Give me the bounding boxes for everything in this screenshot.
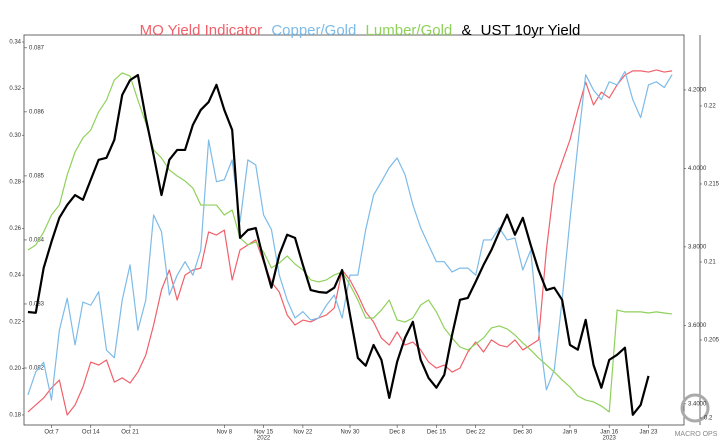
y-tick-label: 0.34: [9, 40, 21, 46]
line-series: [27, 69, 673, 416]
y-tick-label: 0.28: [9, 179, 21, 185]
x-tick-label: Oct 14: [82, 430, 100, 436]
y-tick-label: 0.085: [29, 173, 45, 179]
watermark: MACRO OPS: [675, 431, 718, 438]
watermark-logo: [680, 393, 710, 423]
y-tick-label: 0.20: [9, 366, 21, 372]
x-tick-label: Oct 21: [121, 430, 139, 436]
y-tick-label: 0.18: [9, 413, 21, 419]
line-series: [27, 70, 673, 401]
title-part: Copper/Gold: [271, 22, 356, 39]
y-tick-label: 0.21: [704, 260, 716, 266]
x-tick-label: Jan 9: [563, 430, 578, 436]
y-tick-label: 0.30: [9, 133, 21, 139]
y-tick-label: 3.4000: [688, 401, 707, 407]
line-series: [27, 73, 650, 416]
y-tick-label: 4.2000: [688, 88, 707, 94]
y-tick-label: 0.22: [9, 319, 21, 325]
y-tick-label: 0.215: [704, 182, 720, 188]
x-tick-label: Nov 22: [293, 430, 313, 436]
x-tick-label: Jan 16: [600, 430, 619, 436]
y-tick-label: 0.32: [9, 86, 21, 92]
title-part: UST 10yr Yield: [481, 22, 581, 39]
y-tick-label: 3.6000: [688, 323, 707, 329]
chart-title: MO Yield Indicator Copper/Gold Lumber/Go…: [140, 22, 581, 39]
y-tick-label: 0.2: [704, 416, 713, 422]
x-tick-label: Jan 23: [639, 430, 658, 436]
y-tick-label: 0.087: [29, 45, 45, 51]
y-tick-label: 0.24: [9, 273, 21, 279]
y-tick-label: 0.082: [29, 366, 45, 372]
x-tick-label: Dec 15: [427, 430, 447, 436]
title-part: &: [461, 22, 471, 39]
y-tick-label: 4.0000: [688, 166, 707, 172]
title-part: Lumber/Gold: [366, 22, 453, 39]
x-year-label: 2022: [257, 436, 271, 440]
y-tick-label: 0.084: [29, 238, 45, 244]
plot-frame: [23, 34, 685, 426]
x-tick-label: Dec 22: [466, 430, 486, 436]
x-year-label: 2023: [603, 436, 617, 440]
y-tick-label: 0.26: [9, 226, 21, 232]
x-tick-label: Dec 30: [513, 430, 533, 436]
x-tick-label: Nov 30: [340, 430, 360, 436]
line-series: [27, 72, 673, 413]
y-tick-label: 3.8000: [688, 244, 707, 250]
x-tick-label: Dec 8: [389, 430, 405, 436]
x-tick-label: Nov 8: [216, 430, 232, 436]
y-tick-label: 0.086: [29, 109, 45, 115]
x-tick-label: Nov 15: [254, 430, 274, 436]
x-tick-label: Oct 7: [44, 430, 59, 436]
title-part: MO Yield Indicator: [140, 22, 263, 39]
y-tick-label: 0.22: [704, 104, 716, 110]
y-tick-label: 0.205: [704, 338, 720, 344]
